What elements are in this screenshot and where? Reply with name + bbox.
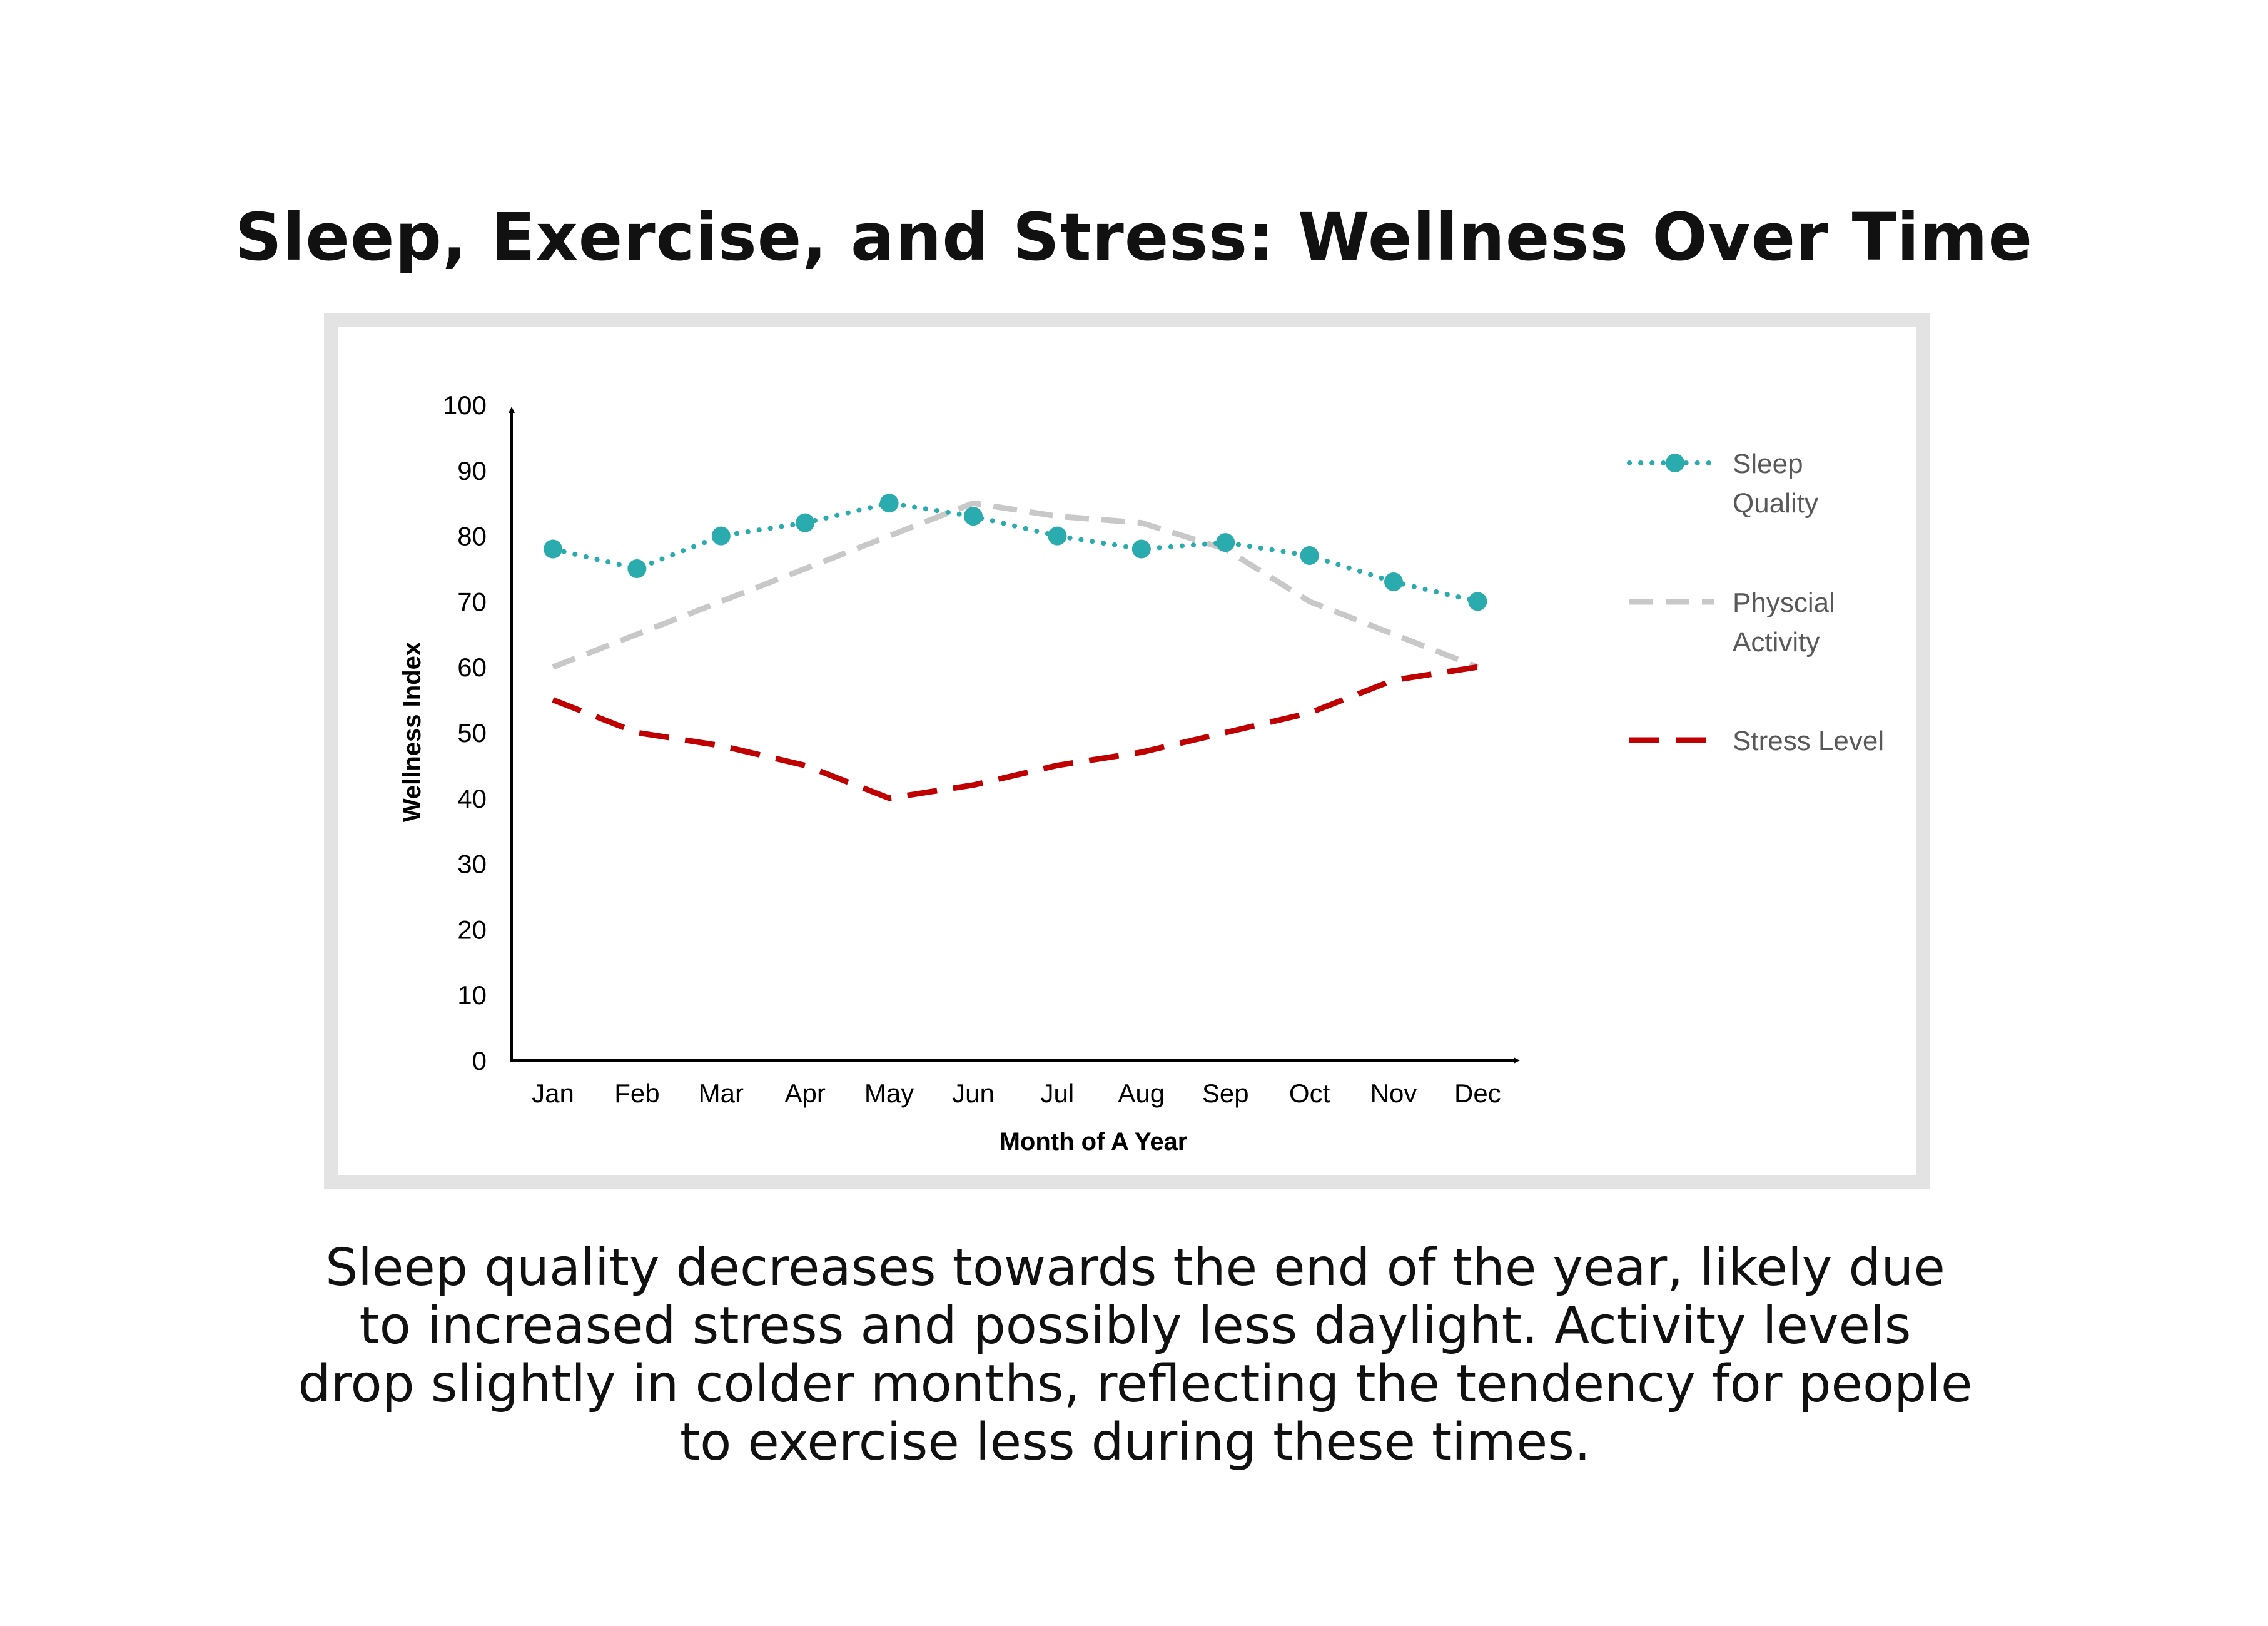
legend-label: Stress Level <box>1733 726 1884 756</box>
x-tick-label: Jan <box>532 1079 574 1108</box>
y-tick-label: 20 <box>457 915 487 944</box>
chart-title: Sleep, Exercise, and Stress: Wellness Ov… <box>235 199 2033 275</box>
x-tick-label: Feb <box>614 1079 659 1108</box>
x-tick-label: Dec <box>1454 1079 1501 1108</box>
y-tick-label: 50 <box>457 718 487 748</box>
series-point <box>879 494 899 513</box>
series-point <box>1468 592 1487 611</box>
series-point <box>544 539 562 559</box>
series-point <box>711 526 731 546</box>
series-point <box>964 507 983 526</box>
y-tick-label: 80 <box>457 522 487 551</box>
x-tick-label: Aug <box>1118 1079 1165 1108</box>
x-tick-label: Nov <box>1370 1079 1417 1108</box>
series-line <box>550 501 1481 604</box>
x-tick-label: Jul <box>1041 1079 1075 1108</box>
series-point <box>1300 546 1319 566</box>
y-axis-label: Wellness Index <box>398 642 426 822</box>
x-tick-label: Mar <box>699 1079 744 1108</box>
series-point <box>627 559 647 578</box>
caption: Sleep quality decreases towards the end … <box>298 1238 1973 1472</box>
y-tick-label: 60 <box>457 653 487 682</box>
y-tick-label: 40 <box>457 784 487 813</box>
x-tick-label: Apr <box>785 1079 826 1108</box>
series-point <box>1384 572 1403 591</box>
legend-label: Quality <box>1733 488 1818 519</box>
series-point <box>1048 526 1067 546</box>
legend-marker <box>1666 454 1684 472</box>
y-tick-label: 0 <box>472 1046 487 1075</box>
legend-label: Sleep <box>1733 449 1803 479</box>
series-line <box>552 664 1479 801</box>
y-tick-label: 90 <box>457 456 487 485</box>
legend: Sleep Quality Physcial Activity Stress Level <box>1627 449 1884 756</box>
legend-label: Physcial <box>1733 587 1835 618</box>
y-tick-label: 30 <box>457 850 487 879</box>
y-tick-label: 100 <box>443 390 487 420</box>
x-tick-label: Sep <box>1202 1079 1249 1108</box>
x-tick-label: Oct <box>1289 1079 1330 1108</box>
series-line <box>552 500 1479 670</box>
x-tick-label: May <box>864 1079 914 1108</box>
chart-frame <box>324 313 1930 1189</box>
series-point <box>1131 539 1151 559</box>
y-tick-label: 10 <box>457 980 487 1010</box>
series-point <box>1216 533 1235 552</box>
series-point <box>796 513 815 532</box>
axes: 0 10 20 30 40 50 60 70 80 90 100 Jan Feb Mar Apr May Jun… <box>443 390 1520 1108</box>
y-tick-label: 70 <box>457 587 487 616</box>
series-layer <box>544 494 1487 801</box>
legend-label: Activity <box>1733 627 1820 658</box>
x-axis-label: Month of A Year <box>1000 1128 1188 1156</box>
x-tick-label: Jun <box>952 1079 995 1108</box>
